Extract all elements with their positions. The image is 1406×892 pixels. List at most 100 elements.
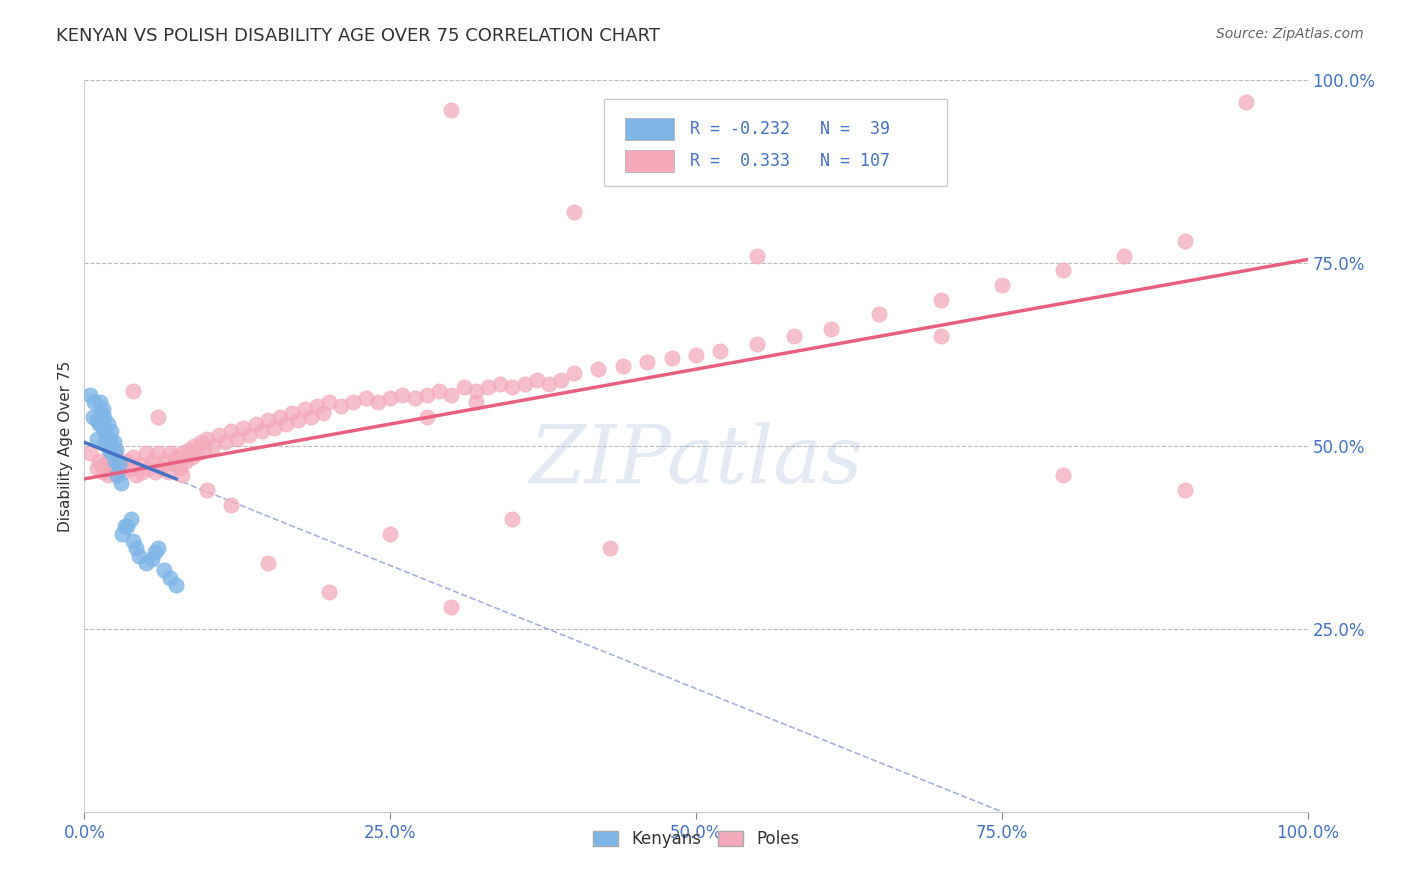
Point	[172, 446, 194, 460]
Point	[122, 384, 145, 399]
Point	[105, 468, 128, 483]
Point	[747, 249, 769, 263]
Point	[318, 585, 340, 599]
Point	[586, 362, 609, 376]
Point	[1174, 234, 1197, 248]
Point	[513, 376, 536, 391]
Point	[94, 457, 117, 471]
Point	[440, 103, 463, 117]
Point	[929, 293, 952, 307]
Point	[169, 461, 191, 475]
Point	[100, 461, 122, 475]
Point	[1174, 483, 1197, 497]
Point	[661, 351, 683, 366]
Point	[250, 425, 273, 439]
Point	[193, 442, 215, 457]
Point	[276, 417, 298, 431]
Point	[391, 388, 413, 402]
Point	[97, 417, 120, 431]
Point	[489, 376, 512, 391]
Point	[991, 278, 1014, 293]
Point	[79, 388, 101, 402]
Point	[172, 468, 194, 483]
Point	[91, 421, 114, 435]
Point	[612, 359, 634, 373]
Point	[110, 457, 132, 471]
Text: R = -0.232   N =  39: R = -0.232 N = 39	[690, 120, 890, 137]
Point	[538, 376, 561, 391]
Point	[103, 435, 125, 450]
Point	[125, 468, 148, 483]
Point	[232, 421, 254, 435]
Point	[94, 435, 117, 450]
Point	[163, 457, 186, 471]
Point	[165, 578, 187, 592]
Point	[128, 457, 150, 471]
Point	[98, 432, 121, 446]
Point	[131, 465, 153, 479]
Point	[464, 395, 486, 409]
Point	[427, 384, 450, 399]
Point	[122, 450, 145, 464]
Point	[107, 457, 129, 471]
Point	[312, 406, 335, 420]
Point	[380, 526, 402, 541]
Point	[87, 417, 110, 431]
Text: R =  0.333   N = 107: R = 0.333 N = 107	[690, 153, 890, 170]
Point	[214, 435, 236, 450]
Point	[122, 534, 145, 549]
Point	[502, 512, 524, 526]
Point	[150, 461, 173, 475]
Point	[105, 468, 128, 483]
Text: Source: ZipAtlas.com: Source: ZipAtlas.com	[1216, 27, 1364, 41]
Point	[636, 355, 658, 369]
Point	[342, 395, 364, 409]
Point	[90, 406, 112, 420]
Point	[153, 563, 176, 577]
Point	[120, 512, 142, 526]
Point	[100, 439, 122, 453]
Point	[219, 425, 242, 439]
Point	[305, 399, 328, 413]
Point	[380, 392, 402, 406]
Point	[105, 442, 128, 457]
Point	[550, 373, 572, 387]
Point	[869, 307, 891, 321]
Point	[115, 453, 138, 467]
Point	[110, 475, 132, 490]
Point	[96, 428, 118, 442]
Point	[685, 347, 707, 362]
Point	[146, 541, 169, 556]
Point	[195, 483, 218, 497]
Point	[112, 465, 135, 479]
Point	[245, 417, 267, 431]
Point	[159, 571, 181, 585]
Point	[135, 446, 157, 460]
Point	[104, 453, 127, 467]
Point	[156, 465, 179, 479]
Point	[118, 461, 141, 475]
Point	[208, 428, 231, 442]
Point	[97, 442, 120, 457]
Text: KENYAN VS POLISH DISABILITY AGE OVER 75 CORRELATION CHART: KENYAN VS POLISH DISABILITY AGE OVER 75 …	[56, 27, 661, 45]
Point	[143, 545, 166, 559]
Point	[294, 402, 316, 417]
Point	[181, 450, 204, 464]
Point	[257, 413, 280, 427]
Point	[599, 541, 621, 556]
Point	[97, 468, 120, 483]
Point	[354, 392, 377, 406]
Point	[477, 380, 499, 394]
Point	[91, 402, 114, 417]
Point	[86, 413, 108, 427]
Point	[269, 409, 291, 424]
Point	[138, 461, 160, 475]
Point	[101, 446, 124, 460]
Point	[685, 169, 707, 183]
Point	[187, 446, 209, 460]
Point	[111, 526, 134, 541]
Point	[93, 409, 115, 424]
Text: ZIPatlas: ZIPatlas	[529, 422, 863, 500]
Point	[183, 439, 205, 453]
Point	[440, 599, 463, 614]
